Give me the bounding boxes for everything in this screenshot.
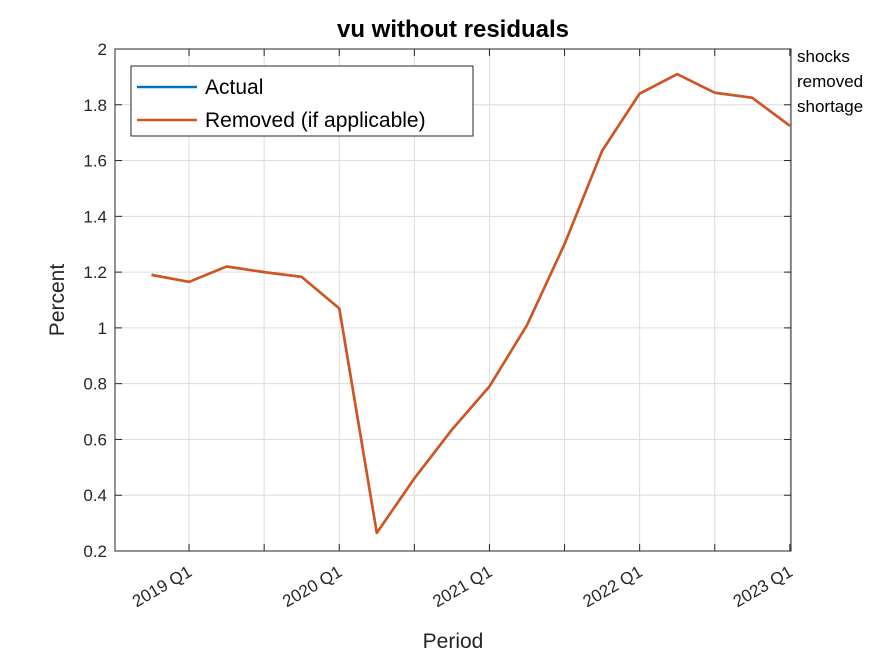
plot-box	[114, 48, 792, 552]
legend: Actual Removed (if applicable)	[130, 65, 474, 137]
y-tick-labels: 0.2 0.4 0.6 0.8 1 1.2 1.4 1.6 1.8 2	[83, 40, 107, 561]
series-line-removed	[151, 72, 791, 535]
x-tick-label: 2019 Q1	[129, 562, 195, 611]
annotation-line-1: shocks	[797, 47, 850, 66]
y-tick-label: 1.4	[83, 207, 107, 226]
y-tick-label: 0.8	[83, 375, 107, 394]
annotation-line-3: shortage	[797, 97, 863, 116]
y-tick-label: 2	[98, 40, 107, 59]
y-tick-label: 1.6	[83, 152, 107, 171]
tick-marks	[115, 48, 791, 552]
y-tick-label: 1	[98, 319, 107, 338]
y-tick-label: 0.4	[83, 486, 107, 505]
legend-box	[130, 65, 474, 137]
x-tick-label: 2023 Q1	[730, 562, 796, 611]
y-axis-label: Percent	[46, 264, 69, 337]
y-tick-label: 1.8	[83, 96, 107, 115]
x-tick-label: 2022 Q1	[580, 562, 646, 611]
x-tick-label: 2021 Q1	[429, 562, 495, 611]
series-lines	[151, 72, 791, 535]
x-tick-label: 2020 Q1	[279, 562, 345, 611]
annotation-line-2: removed	[797, 72, 863, 91]
chart-title: vu without residuals	[337, 16, 569, 43]
side-annotation: shocks removed shortage	[797, 47, 863, 116]
y-tick-label: 1.2	[83, 263, 107, 282]
legend-label-removed: Removed (if applicable)	[205, 109, 426, 132]
x-axis-label: Period	[423, 630, 484, 653]
y-tick-label: 0.2	[83, 542, 107, 561]
x-tick-labels: 2019 Q1 2020 Q1 2021 Q1 2022 Q1 2023 Q1	[129, 562, 796, 611]
y-tick-label: 0.6	[83, 430, 107, 449]
legend-label-actual: Actual	[205, 76, 263, 99]
